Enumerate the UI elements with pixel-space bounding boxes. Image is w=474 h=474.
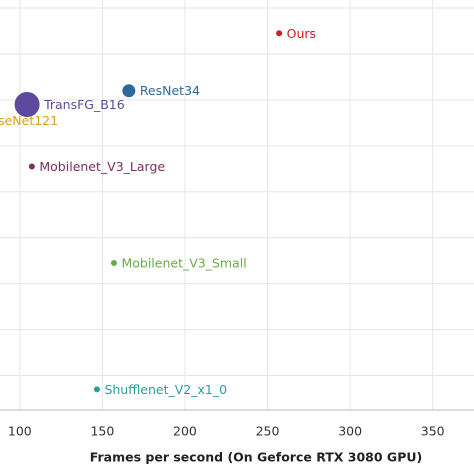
point-label: DenseNet121 xyxy=(0,113,58,128)
x-tick-label: 350 xyxy=(421,424,445,439)
point-label: TransFG_B16 xyxy=(43,97,125,112)
x-tick-label: 300 xyxy=(338,424,362,439)
x-tick-label: 250 xyxy=(256,424,280,439)
x-tick-label: 200 xyxy=(173,424,197,439)
point xyxy=(275,29,284,38)
point-label: Shufflenet_V2_x1_0 xyxy=(104,382,227,397)
point xyxy=(13,91,41,119)
point xyxy=(27,162,36,171)
point xyxy=(109,258,118,267)
x-tick-label: 150 xyxy=(90,424,114,439)
point-label: Mobilenet_V3_Large xyxy=(39,159,165,174)
point xyxy=(92,385,101,394)
point-label: Mobilenet_V3_Small xyxy=(121,255,246,270)
x-axis-title: Frames per second (On Geforce RTX 3080 G… xyxy=(90,450,422,465)
point-label: ResNet34 xyxy=(140,83,200,98)
point-label: Ours xyxy=(287,26,316,41)
point xyxy=(121,83,137,99)
x-tick-label: 100 xyxy=(8,424,32,439)
